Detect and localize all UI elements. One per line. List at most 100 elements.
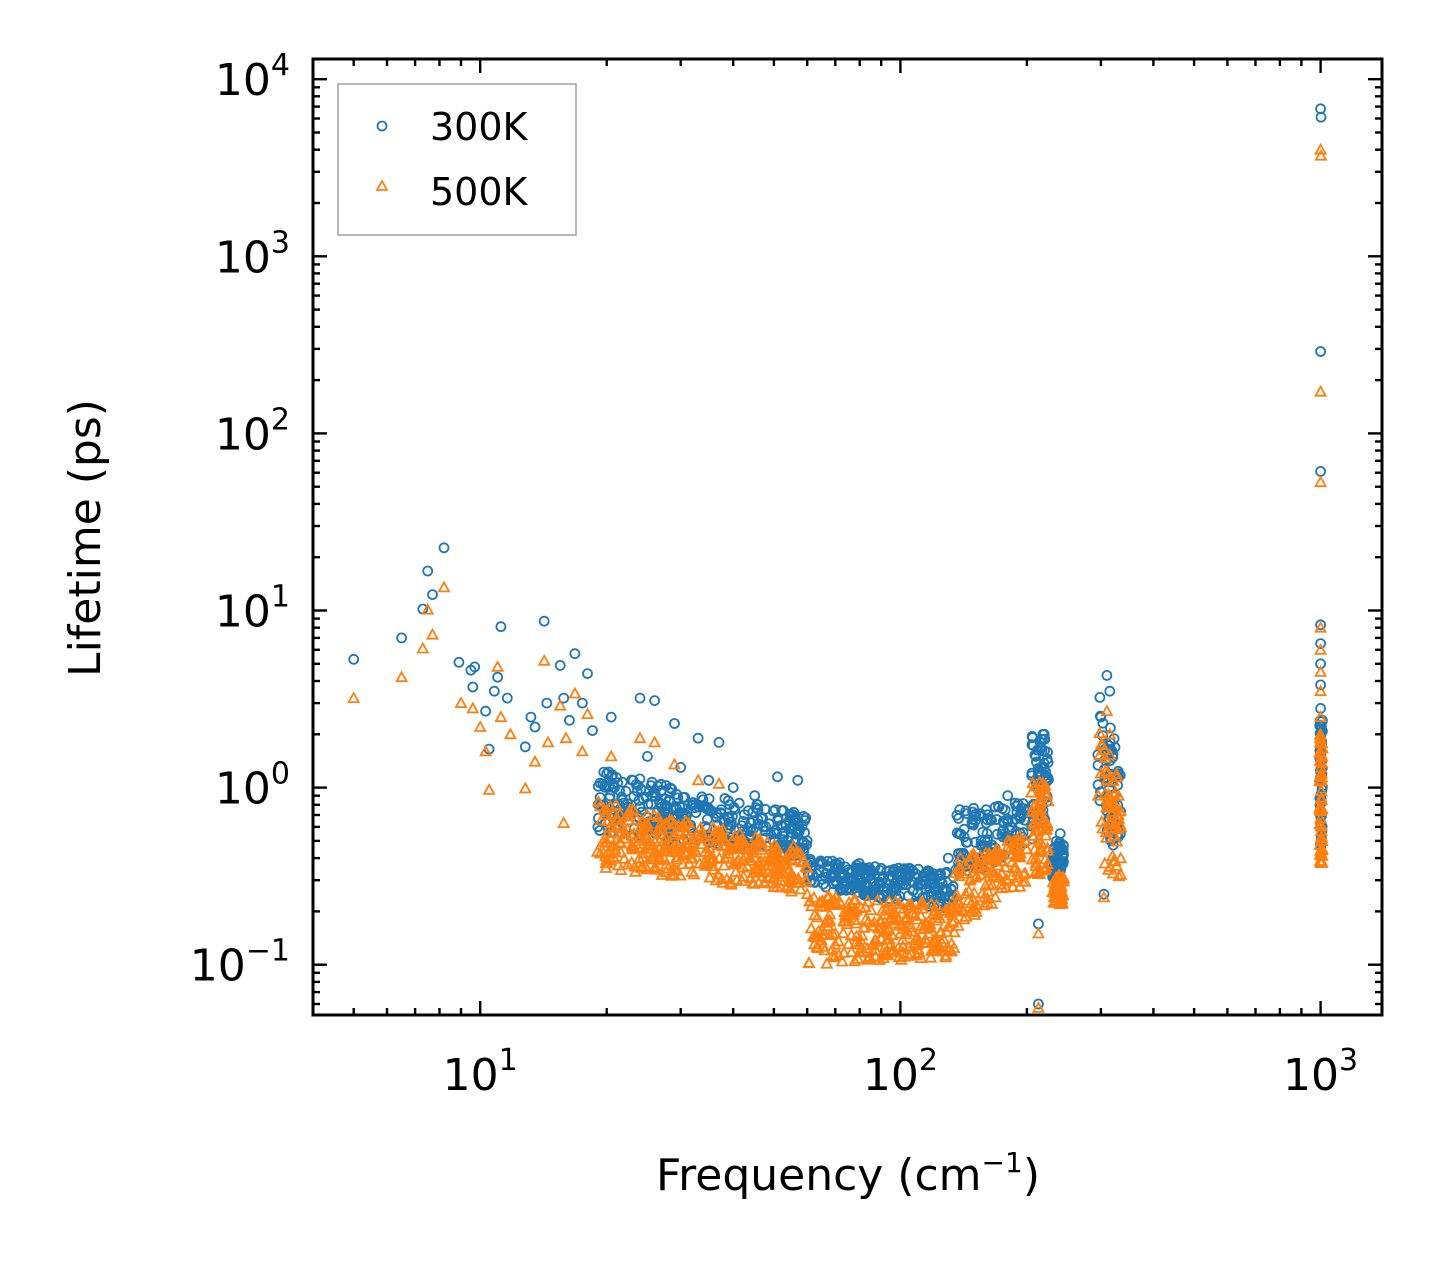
data-point-500k-band	[900, 924, 914, 936]
data-point-500k-band	[774, 873, 788, 886]
data-point-300k-band	[1031, 756, 1042, 768]
y-tick-label: 102	[215, 402, 290, 460]
y-tick-label-exp: 1	[271, 580, 290, 615]
data-point-500k-band	[1049, 872, 1063, 885]
data-point-300k	[582, 668, 593, 679]
data-point-500k-band	[938, 944, 952, 957]
data-point-500k-band	[871, 893, 885, 906]
data-point-300k-band	[1006, 821, 1018, 833]
data-point-300k-band	[645, 780, 657, 792]
data-point-500k-band	[880, 901, 894, 914]
data-point-500k-band	[640, 807, 654, 820]
data-point-300k-band	[883, 870, 895, 882]
data-point-300k	[396, 632, 408, 644]
data-point-500k-band	[955, 903, 970, 915]
data-point-300k-band	[975, 835, 987, 847]
data-point-500k-band	[817, 939, 831, 952]
data-point-500k-band	[977, 898, 991, 911]
data-point-500k-band	[679, 823, 693, 836]
data-point-300k-band	[1105, 722, 1116, 734]
data-point-500k-band	[748, 861, 762, 874]
y-tick-label: 10−1	[190, 934, 290, 992]
data-point-500k	[466, 701, 480, 714]
data-point-500k-band	[807, 937, 821, 950]
data-point-300k-band	[961, 808, 973, 819]
data-point-300k-band	[903, 862, 915, 874]
data-point-500k	[702, 834, 716, 846]
data-point-500k-band	[1315, 802, 1329, 815]
data-point-500k-band	[668, 839, 682, 851]
data-point-500k-band	[988, 890, 1002, 903]
data-point-300k-band	[838, 871, 850, 882]
data-point-500k-band	[682, 816, 696, 829]
data-point-500k-band	[1314, 817, 1328, 830]
data-point-500k-band	[615, 821, 629, 834]
data-point-500k-band	[653, 850, 667, 863]
data-point-500k-band	[702, 846, 716, 859]
data-point-300k	[427, 589, 438, 600]
data-point-500k	[1111, 808, 1125, 820]
data-point-500k-band	[820, 890, 834, 902]
data-point-500k-band	[1011, 870, 1025, 883]
data-point-500k-band	[1097, 743, 1112, 755]
data-point-500k	[633, 731, 647, 744]
data-point-300k	[541, 697, 553, 709]
data-point-500k-band	[856, 944, 871, 957]
data-point-500k-band	[892, 896, 906, 909]
data-point-500k	[1103, 727, 1117, 740]
data-point-500k-band	[828, 895, 842, 907]
data-point-500k-band	[694, 827, 708, 840]
data-point-500k-band	[802, 894, 817, 907]
data-point-300k-band	[759, 825, 771, 837]
legend-marker-500k	[375, 179, 389, 191]
data-point-500k-band	[651, 810, 665, 822]
data-point-500k	[600, 808, 614, 820]
data-point-300k	[969, 809, 980, 821]
data-point-500k	[648, 735, 662, 748]
y-tick-label: 104	[215, 48, 290, 106]
data-point-500k	[473, 720, 487, 732]
data-point-500k	[347, 691, 361, 703]
data-point-500k-band	[747, 846, 761, 858]
data-point-300k-band	[1027, 732, 1038, 743]
data-point-500k-band	[600, 803, 614, 816]
data-point-300k-band	[1057, 847, 1069, 859]
data-point-500k	[800, 887, 814, 900]
data-point-500k-band	[1000, 841, 1014, 854]
data-point-500k-band	[733, 826, 747, 839]
data-point-500k-band	[1013, 850, 1027, 863]
data-point-500k-band	[948, 866, 962, 878]
x-tick-label-base: 10	[443, 1050, 499, 1101]
data-point-300k	[488, 685, 500, 697]
data-point-500k-band	[604, 832, 618, 844]
data-point-500k-band	[736, 860, 750, 873]
data-point-500k-band	[1033, 811, 1047, 824]
data-point-500k	[1029, 851, 1043, 863]
x-tick-label: 103	[1283, 1043, 1358, 1101]
data-point-500k-band	[709, 824, 723, 837]
data-point-500k-band	[755, 843, 769, 855]
data-point-500k-band	[945, 914, 959, 926]
data-point-500k-band	[1103, 815, 1117, 827]
data-point-500k-band	[855, 928, 869, 941]
data-point-500k-band	[905, 906, 919, 919]
y-tick-label-exp: −1	[246, 934, 290, 969]
data-point-300k-band	[1018, 803, 1030, 814]
data-point-500k-band	[608, 842, 622, 855]
data-point-500k-band	[716, 876, 730, 888]
y-axis-label: Lifetime (ps)	[60, 399, 111, 677]
data-point-500k-band	[783, 849, 797, 862]
data-point-500k	[967, 861, 981, 874]
data-point-500k	[1314, 665, 1328, 677]
data-point-500k	[421, 602, 435, 615]
data-point-500k-band	[693, 856, 707, 869]
data-point-500k-band	[660, 816, 674, 829]
data-point-300k-band	[934, 876, 946, 887]
data-point-500k-band	[763, 876, 777, 889]
data-point-500k-band	[625, 840, 639, 852]
data-marks	[347, 103, 1329, 1013]
data-point-500k-band	[914, 951, 928, 963]
data-point-300k-band	[986, 814, 997, 826]
data-point-300k-band	[679, 792, 691, 803]
data-point-500k-band	[836, 926, 850, 939]
